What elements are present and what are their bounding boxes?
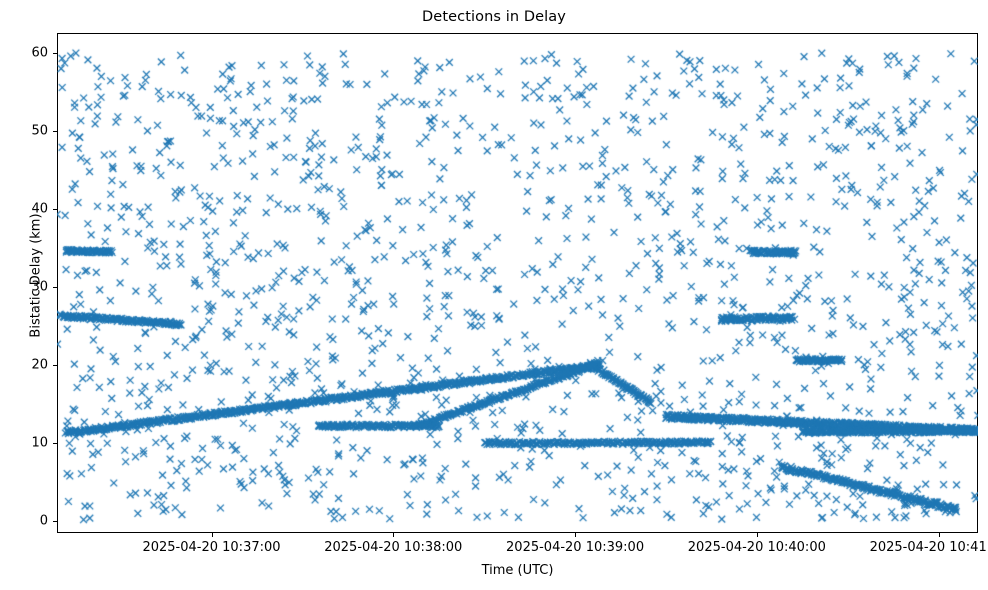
x-tick-label: 2025-04-20 10:38:00 <box>324 540 463 555</box>
x-tick-mark <box>575 533 577 537</box>
y-tick-label: 10 <box>31 435 48 451</box>
y-tick-mark <box>53 443 57 445</box>
y-tick-label: 40 <box>31 201 48 217</box>
y-tick-label: 20 <box>31 357 48 373</box>
y-tick-mark <box>53 130 57 132</box>
x-tick-mark <box>756 533 758 537</box>
x-tick-label: 2025-04-20 10:39:00 <box>506 540 645 555</box>
y-tick-label: 50 <box>31 123 48 139</box>
scatter-plot-area <box>57 33 978 533</box>
y-tick-label: 0 <box>39 513 48 529</box>
y-tick-mark <box>53 208 57 210</box>
y-tick-label: 30 <box>31 279 48 295</box>
y-axis-label: Bistatic Delay (km) <box>28 213 44 338</box>
y-tick-mark <box>53 521 57 523</box>
y-tick-mark <box>53 286 57 288</box>
x-tick-mark <box>393 533 395 537</box>
x-tick-label: 2025-04-20 10:41:00 <box>869 540 988 555</box>
y-axis-tick-labels: 0 10 20 30 40 50 60 <box>0 0 48 590</box>
x-axis-label: Time (UTC) <box>481 563 554 578</box>
x-tick-label: 2025-04-20 10:40:00 <box>687 540 826 555</box>
y-tick-mark <box>53 365 57 367</box>
y-tick-label: 60 <box>31 45 48 61</box>
chart-title: Detections in Delay <box>422 9 566 25</box>
x-tick-mark <box>938 533 940 537</box>
y-tick-mark <box>53 52 57 54</box>
x-tick-mark <box>211 533 213 537</box>
x-tick-label: 2025-04-20 10:37:00 <box>142 540 281 555</box>
